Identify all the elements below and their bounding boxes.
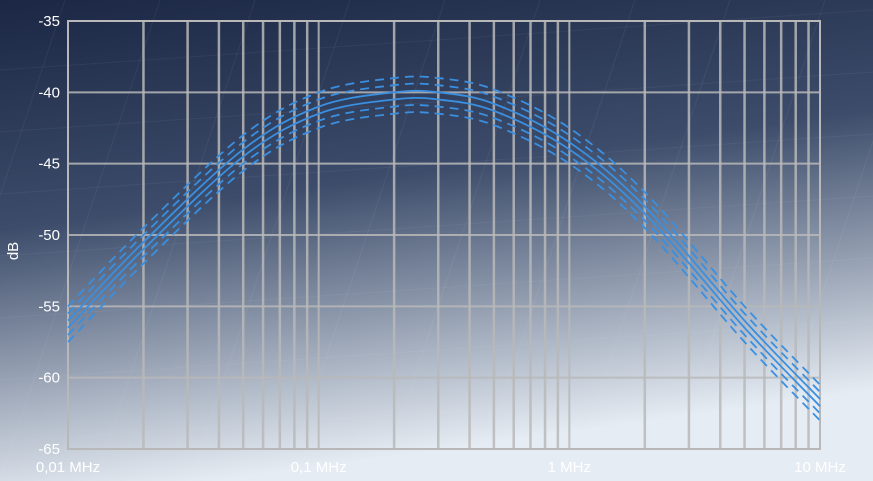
- y-tick-label: -65: [38, 441, 60, 458]
- decoration-line: [0, 319, 873, 381]
- x-tick-label: 0,01 MHz: [36, 459, 100, 476]
- series-line-1: [67, 89, 821, 400]
- series-line-3: [67, 75, 821, 386]
- y-tick-label: -50: [38, 227, 60, 244]
- grid: [67, 20, 821, 450]
- decoration-line: [0, 71, 873, 133]
- decoration-line: [0, 0, 66, 197]
- decoration-line: [759, 139, 873, 481]
- y-tick-label: -45: [38, 156, 60, 173]
- tick-labels: -35 -40 -45 -50 -55 -60 -650,01 MHz 0,1 MHz 1 MH…: [36, 13, 846, 476]
- decoration-line: [474, 0, 636, 481]
- series-group: [67, 75, 821, 422]
- decoration-line: [0, 195, 873, 257]
- series-line-2: [67, 96, 821, 407]
- series-line-4: [67, 82, 821, 393]
- plot-border: [67, 20, 821, 450]
- x-tick-label: 1 MHz: [548, 459, 591, 476]
- series-line-5: [67, 104, 821, 414]
- x-tick-label: 10 MHz: [794, 459, 846, 476]
- y-tick-label: -35: [38, 13, 60, 30]
- y-axis-label: dB: [5, 242, 22, 260]
- decoration-line: [0, 0, 161, 481]
- decoration-line: [0, 257, 873, 319]
- decoration-line: [94, 0, 256, 481]
- decoration-line: [189, 0, 351, 481]
- decoration-line: [327, 443, 873, 481]
- y-tick-label: -55: [38, 298, 60, 315]
- y-tick-label: -40: [38, 84, 60, 101]
- series-line-6: [67, 111, 821, 422]
- decoration-line: [569, 0, 731, 481]
- y-tick-label: -60: [38, 370, 60, 387]
- decoration-line: [0, 381, 873, 443]
- decoration-line: [284, 0, 446, 481]
- x-tick-label: 0,1 MHz: [291, 459, 347, 476]
